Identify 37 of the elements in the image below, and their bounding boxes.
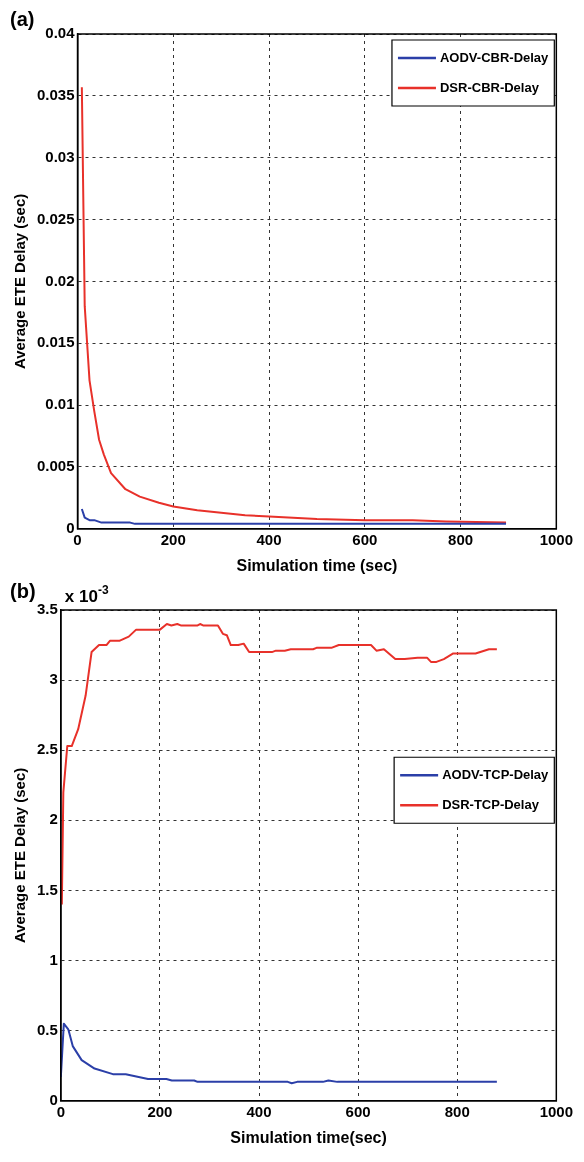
x-tick-label: 400 [256, 530, 282, 548]
y-tick-label: 0.035 [36, 85, 75, 103]
x-axis-title: Simulation time (sec) [236, 556, 398, 574]
y-tick-label: 0.04 [45, 24, 76, 42]
y-tick-label: 3 [49, 670, 58, 688]
y-tick-label: 0 [49, 1090, 58, 1108]
y-tick-label: 1.5 [36, 880, 58, 898]
y-tick-label: 0.025 [36, 209, 75, 227]
x-tick-label: 1000 [539, 530, 573, 548]
y-tick-label: 0.02 [45, 271, 75, 289]
x-tick-label: 600 [345, 1102, 371, 1120]
x-tick-label: 600 [352, 530, 378, 548]
y-tick-label: 0.015 [36, 333, 75, 351]
y-tick-label: 0.03 [45, 147, 75, 165]
x-tick-label: 200 [147, 1102, 173, 1120]
legend-label: DSR-CBR-Delay [439, 79, 540, 95]
legend-label: DSR-TCP-Delay [442, 796, 540, 812]
x-tick-label: 1000 [539, 1102, 573, 1120]
y-tick-label: 3.5 [36, 600, 58, 618]
x-tick-label: 400 [246, 1102, 272, 1120]
y-tick-label: 2.5 [36, 740, 58, 758]
y-axis-title: Average ETE Delay (sec) [11, 193, 29, 370]
legend-label: AODV-TCP-Delay [442, 766, 550, 782]
y-tick-label: 0 [66, 518, 75, 536]
x-tick-label: 800 [444, 1102, 470, 1120]
y-tick-label: 0.01 [45, 395, 75, 413]
x-axis-title: Simulation time(sec) [230, 1128, 387, 1146]
y-axis-title: Average ETE Delay (sec) [11, 767, 29, 944]
y-tick-label: 0.005 [36, 457, 75, 475]
x-tick-label: 800 [448, 530, 474, 548]
legend-label: AODV-CBR-Delay [439, 49, 550, 65]
y-tick-label: 1 [49, 950, 58, 968]
chart-title: (a) [10, 7, 35, 30]
chart-title: (b) [10, 579, 36, 602]
y-tick-label: 2 [49, 810, 58, 828]
x-tick-label: 200 [160, 530, 186, 548]
y-tick-label: 0.5 [36, 1020, 58, 1038]
